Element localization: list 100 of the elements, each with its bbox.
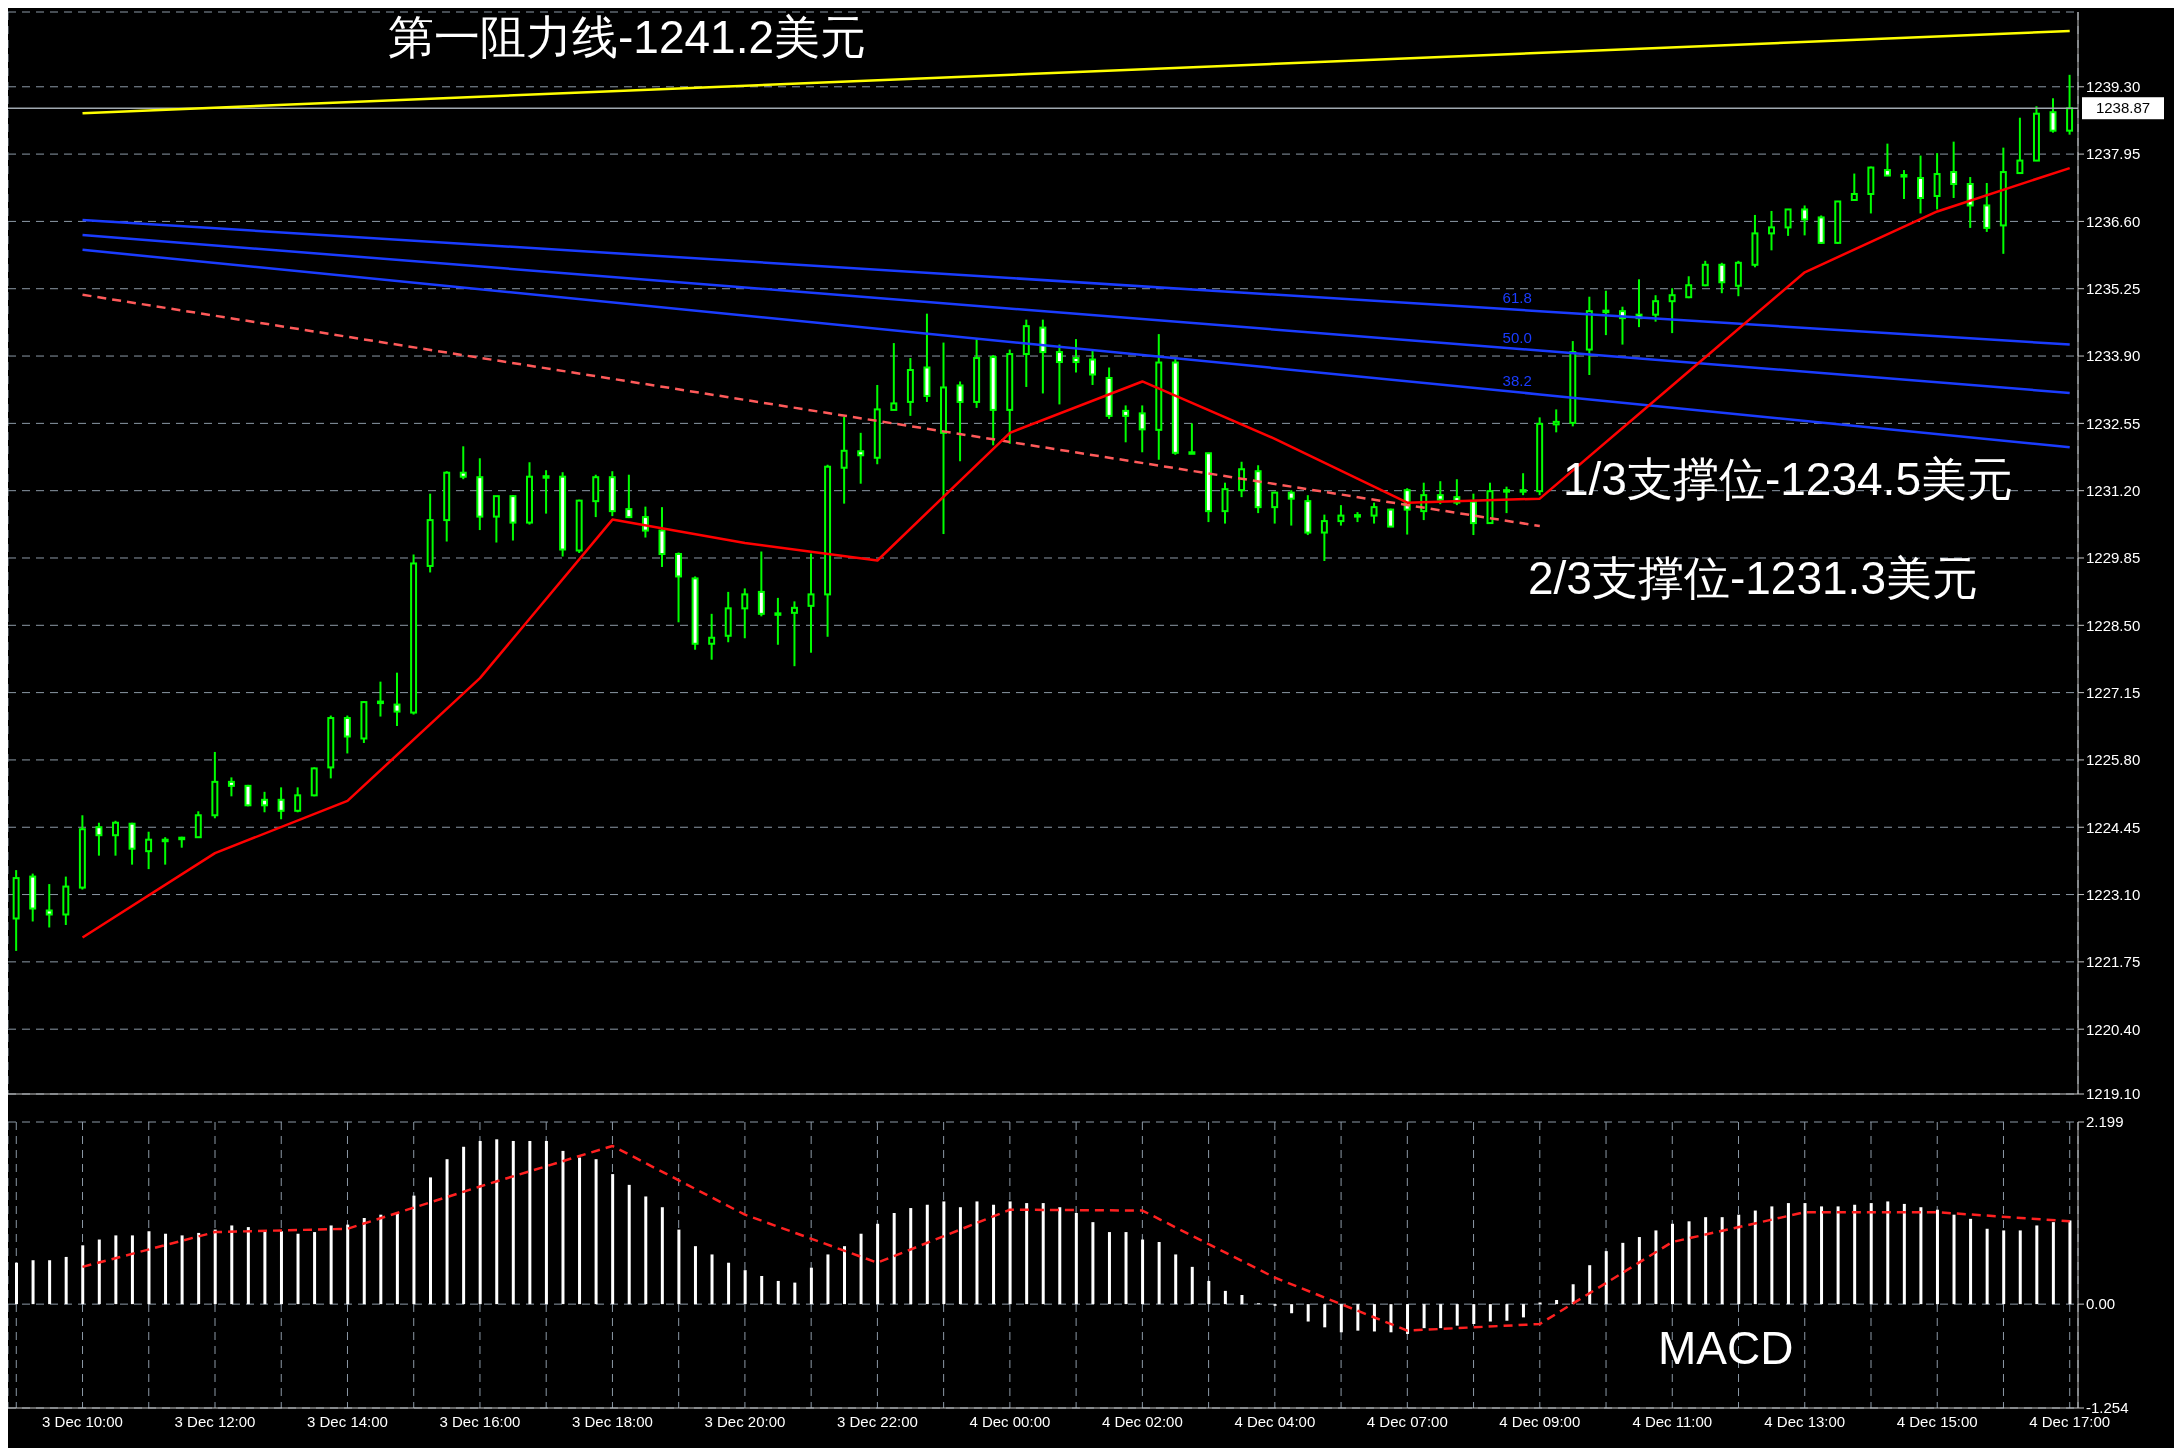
candlestick: [2066, 73, 2074, 136]
candlestick: [1768, 209, 1775, 252]
bar: [1107, 1232, 1111, 1305]
candlestick: [1983, 182, 1991, 233]
bar: [859, 1233, 863, 1305]
bar: [843, 1246, 846, 1305]
bar: [48, 1260, 52, 1305]
bar: [329, 1225, 333, 1305]
candlestick: [1370, 501, 1378, 525]
candlestick: [194, 810, 202, 839]
candlestick: [1072, 338, 1080, 374]
candlestick: [1652, 294, 1660, 323]
bar: [1737, 1214, 1741, 1305]
y-tick-label: 1237.95: [2086, 145, 2141, 163]
bar: [31, 1260, 35, 1305]
bar: [958, 1207, 962, 1305]
bar: [925, 1204, 929, 1305]
candlestick: [1917, 154, 1925, 215]
x-tick-label: 4 Dec 02:00: [1101, 1412, 1183, 1430]
bar: [379, 1214, 383, 1305]
x-tick-label: 4 Dec 00:00: [969, 1412, 1051, 1430]
series-label: 50.0: [1502, 328, 1532, 346]
bar: [1704, 1217, 1708, 1305]
candlestick: [1668, 287, 1676, 335]
x-tick-label: 3 Dec 10:00: [42, 1412, 123, 1430]
candlestick: [1238, 460, 1246, 499]
bar: [544, 1140, 548, 1305]
y-tick-label: 1235.25: [2086, 280, 2141, 298]
candlestick: [857, 431, 865, 485]
x-tick-label: 3 Dec 14:00: [307, 1412, 388, 1430]
bar: [362, 1218, 366, 1305]
x-tick-label: 4 Dec 04:00: [1234, 1412, 1316, 1430]
y-tick-label: 1232.55: [2086, 414, 2141, 432]
candlestick: [376, 680, 384, 718]
x-tick-label: 4 Dec 13:00: [1764, 1412, 1846, 1430]
candlestick: [1469, 492, 1477, 537]
series-label: 61.8: [1502, 289, 1532, 307]
candlestick: [277, 786, 285, 821]
y-tick-label: 1228.50: [2086, 616, 2141, 634]
bar: [710, 1254, 714, 1305]
bar: [727, 1262, 731, 1305]
candlestick: [1320, 513, 1328, 562]
line-series: [81, 166, 2071, 939]
x-tick-label: 3 Dec 18:00: [571, 1412, 653, 1430]
bar: [1803, 1203, 1807, 1305]
candlestick: [890, 342, 898, 411]
bar: [263, 1231, 267, 1305]
bar: [1372, 1304, 1376, 1332]
bar: [1422, 1304, 1426, 1329]
bar: [1240, 1295, 1244, 1305]
bar: [1323, 1304, 1327, 1328]
annotation: 1/3支撑位-1234.5美元: [1563, 453, 2013, 505]
bar: [1555, 1299, 1559, 1305]
candlestick: [1734, 259, 1742, 298]
candlestick: [1089, 348, 1097, 386]
bar: [1886, 1201, 1890, 1305]
candlestick: [1519, 472, 1527, 497]
bar: [611, 1174, 615, 1305]
bar: [1654, 1230, 1658, 1305]
candlestick: [45, 883, 53, 929]
annotation: 第一阻力线-1241.2美元: [388, 11, 867, 63]
bar: [1869, 1203, 1873, 1305]
x-tick-label: 4 Dec 09:00: [1499, 1412, 1581, 1430]
bar: [660, 1207, 664, 1305]
bar: [809, 1267, 813, 1305]
bar: [743, 1270, 747, 1305]
candlestick: [227, 776, 235, 798]
candlestick: [1602, 289, 1610, 337]
y-tick-label: 1227.15: [2086, 683, 2141, 701]
bar: [528, 1140, 532, 1305]
bar: [793, 1282, 797, 1305]
bar: [1306, 1304, 1310, 1322]
candlestick: [1122, 404, 1130, 444]
candlestick: [459, 445, 467, 481]
bar: [1190, 1266, 1194, 1305]
bar: [1637, 1237, 1641, 1305]
bar: [992, 1204, 996, 1305]
candlestick: [1900, 169, 1908, 200]
bar: [909, 1208, 913, 1305]
bar: [1091, 1222, 1095, 1305]
bar: [1604, 1251, 1608, 1305]
bar: [346, 1224, 350, 1305]
y-tick-label: 1220.40: [2086, 1020, 2141, 1038]
candlestick: [1055, 343, 1063, 406]
bar: [1124, 1232, 1128, 1305]
bar: [81, 1245, 85, 1305]
candlestick: [774, 596, 782, 646]
candlestick: [261, 790, 269, 814]
bar: [478, 1140, 482, 1305]
bar: [395, 1213, 399, 1305]
bar: [1174, 1254, 1178, 1305]
bar: [1008, 1201, 1012, 1305]
candlestick: [1271, 490, 1279, 525]
bar: [1207, 1280, 1211, 1305]
bar: [246, 1227, 250, 1305]
bar: [412, 1195, 416, 1305]
candlestick: [95, 821, 103, 857]
bar: [776, 1280, 780, 1305]
y-tick-label: 1229.85: [2086, 549, 2141, 567]
candlestick: [1552, 408, 1560, 434]
